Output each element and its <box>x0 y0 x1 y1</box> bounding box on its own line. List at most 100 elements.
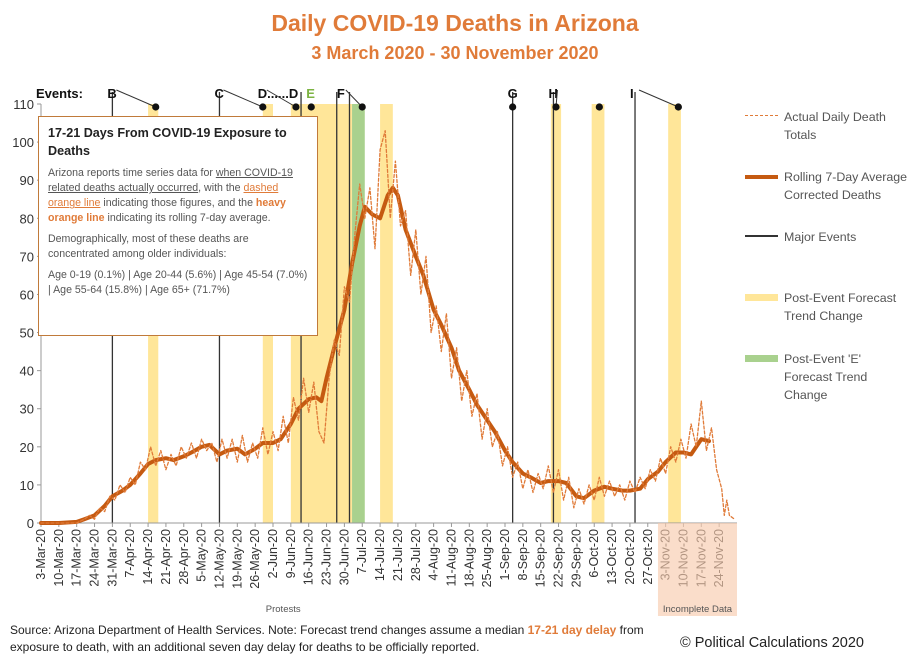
legend-label-e-forecast: Post-Event 'E' Forecast Trend Change <box>784 352 868 402</box>
x-tick-label-13: 2-Jun-20 <box>266 529 280 578</box>
info-box-paragraph-1: Arizona reports time series data for whe… <box>48 166 308 226</box>
legend-swatch-major <box>745 235 778 237</box>
e-forecast-band <box>352 104 365 523</box>
x-tick-label-28: 15-Sep-20 <box>534 529 548 587</box>
info-box-paragraph-2: Demographically, most of these deaths ar… <box>48 233 249 261</box>
x-tick-label-33: 20-Oct-20 <box>623 529 637 585</box>
forecast-band-4 <box>550 104 562 523</box>
event-marker-8 <box>674 103 682 111</box>
event-marker-6 <box>552 103 560 111</box>
y-tick-label-4: 40 <box>20 364 34 379</box>
series-line-actual-daily <box>40 130 736 524</box>
x-tick-label-29: 22-Sep-20 <box>552 529 566 587</box>
event-leader-8 <box>638 89 679 108</box>
y-tick-label-0: 0 <box>27 516 34 531</box>
event-marker-3 <box>307 103 315 111</box>
x-tick-label-23: 11-Aug-20 <box>444 529 458 586</box>
series-line-rolling-7-day <box>39 185 711 525</box>
x-tick-label-12: 26-May-20 <box>248 529 262 589</box>
x-tick-label-1: 10-Mar-20 <box>52 529 66 587</box>
y-tick-label-6: 60 <box>20 287 34 302</box>
y-tick-label-10: 100 <box>12 135 34 150</box>
legend-label-major: Major Events <box>784 230 857 244</box>
x-tick-label-17: 30-Jun-20 <box>337 529 351 585</box>
annotation-region-1 <box>657 523 737 616</box>
x-tick-label-3: 24-Mar-20 <box>88 529 102 587</box>
event-label-0: B <box>107 86 116 101</box>
y-tick-label-7: 70 <box>20 249 34 264</box>
footer-text-a: Source: Arizona Department of Health Ser… <box>10 623 528 637</box>
event-label-1: C <box>214 86 224 101</box>
legend-label-rolling: Rolling 7-Day Average Corrected Deaths <box>784 170 908 202</box>
info-box-paragraph-3: Age 0-19 (0.1%) | Age 20-44 (5.6%) | Age… <box>48 269 308 297</box>
forecast-band-3 <box>380 104 393 523</box>
info-box-title: 17-21 Days From COVID-19 Exposure to Dea… <box>48 126 287 158</box>
info-text-heavy: heavy orange line <box>48 197 286 225</box>
x-tick-label-34: 27-Oct-20 <box>641 529 655 585</box>
event-marker-0 <box>152 103 160 111</box>
footer-text-b: from exposure to death, with an addition… <box>10 623 644 654</box>
x-tick-label-19: 14-Jul-20 <box>373 529 387 581</box>
x-tick-label-4: 31-Mar-20 <box>105 529 119 587</box>
x-tick-label-24: 18-Aug-20 <box>462 529 476 587</box>
event-leader-2 <box>266 89 297 108</box>
event-marker-5 <box>509 103 517 111</box>
event-label-2: D......D <box>258 86 298 101</box>
legend-label-actual: Actual Daily Death Totals <box>784 110 886 142</box>
x-tick-label-30: 29-Sep-20 <box>569 529 583 587</box>
forecast-band-5 <box>591 104 605 523</box>
info-text-b: , with the <box>198 182 244 195</box>
info-text-dashed: dashed orange line <box>48 182 279 210</box>
y-tick-label-9: 90 <box>20 173 34 188</box>
y-tick-label-1: 10 <box>20 478 34 493</box>
x-tick-label-16: 23-Jun-20 <box>320 529 334 585</box>
legend-label-forecast: Post-Event Forecast Trend Change <box>784 291 897 323</box>
x-tick-label-26: 1-Sep-20 <box>498 529 512 580</box>
x-tick-label-2: 17-Mar-20 <box>70 529 84 587</box>
event-leader-4 <box>345 89 363 108</box>
event-label-6: H <box>548 86 557 101</box>
info-text-a: Arizona reports time series data for <box>48 167 216 180</box>
x-tick-label-5: 7-Apr-20 <box>123 529 137 578</box>
x-tick-label-8: 28-Apr-20 <box>177 529 191 585</box>
event-label-4: F <box>337 86 345 101</box>
legend-swatch-e-forecast <box>745 355 778 362</box>
x-tick-label-18: 7-Jul-20 <box>355 529 369 574</box>
x-tick-label-14: 9-Jun-20 <box>284 529 298 578</box>
y-tick-label-11: 110 <box>13 97 34 112</box>
annotation-label-0: Protests <box>266 604 301 615</box>
x-tick-label-7: 21-Apr-20 <box>159 529 173 585</box>
x-tick-label-15: 16-Jun-20 <box>302 529 316 585</box>
y-tick-label-3: 30 <box>20 402 34 417</box>
footer-highlight: 17-21 day delay <box>527 623 617 637</box>
event-marker-7 <box>595 103 603 111</box>
event-leader-0 <box>116 89 156 108</box>
event-leader-1 <box>223 89 264 108</box>
x-tick-label-21: 28-Jul-20 <box>409 529 423 581</box>
x-tick-label-32: 13-Oct-20 <box>605 529 619 585</box>
x-tick-label-9: 5-May-20 <box>195 529 209 582</box>
copyright: © Political Calculations 2020 <box>680 635 864 651</box>
x-tick-label-25: 25-Aug-20 <box>480 529 494 587</box>
legend-swatch-dashed <box>745 115 778 116</box>
event-marker-1 <box>259 103 267 111</box>
chart-subtitle: 3 March 2020 - 30 November 2020 <box>311 43 599 63</box>
annotation-label-1: Incomplete Data <box>663 604 733 615</box>
x-tick-label-10: 12-May-20 <box>212 529 226 589</box>
x-tick-label-27: 8-Sep-20 <box>516 529 530 580</box>
x-tick-label-11: 19-May-20 <box>230 529 244 589</box>
x-tick-label-31: 6-Oct-20 <box>587 529 601 578</box>
info-text-when: when COVID-19 related deaths actually oc… <box>48 167 293 195</box>
info-box: 17-21 Days From COVID-19 Exposure to Dea… <box>38 116 318 336</box>
x-tick-label-0: 3-Mar-20 <box>34 529 48 580</box>
info-text-d: indicating its rolling 7-day average. <box>104 212 271 225</box>
event-label-3: E <box>306 86 315 101</box>
event-marker-4 <box>358 103 366 111</box>
y-tick-label-8: 80 <box>20 211 34 226</box>
events-label: Events: <box>36 86 83 101</box>
chart-title: Daily COVID-19 Deaths in Arizona <box>271 10 639 36</box>
legend-swatch-forecast <box>745 294 778 301</box>
y-tick-label-5: 50 <box>20 326 34 341</box>
event-label-5: G <box>508 86 518 101</box>
event-marker-2 <box>292 103 300 111</box>
